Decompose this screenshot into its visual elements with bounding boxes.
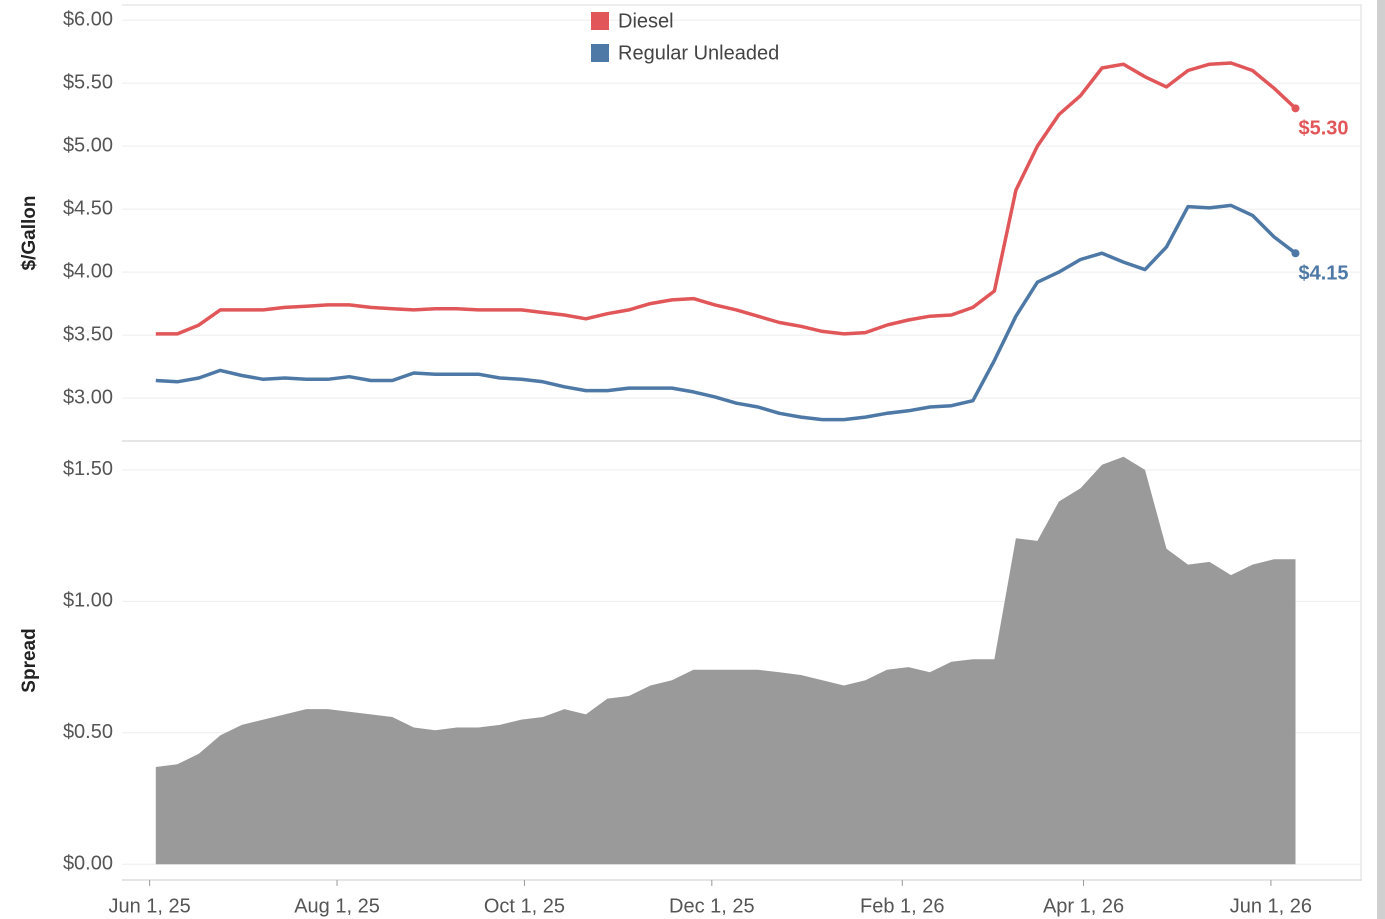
end-point [1291,104,1300,113]
x-tick-label: Apr 1, 26 [1043,895,1124,917]
x-tick-label: Aug 1, 25 [294,895,380,917]
line-series [155,61,1297,336]
legend-label: Diesel [618,10,674,32]
y-axis-title: Spread [19,628,40,692]
legend-swatch [591,44,609,62]
area-series [155,456,1296,865]
x-tick-label: Oct 1, 25 [484,895,565,917]
end-label: $5.30 [1298,118,1348,140]
y-tick-label: $4.00 [63,260,113,282]
legend-label: Regular Unleaded [618,42,779,64]
x-tick-label: Jun 1, 26 [1230,895,1312,917]
x-tick-label: Dec 1, 25 [669,895,755,917]
end-point [1291,249,1300,258]
y-tick-label: $1.00 [63,590,113,612]
y-tick-label: $5.50 [63,71,113,93]
y-axis-title: $/Gallon [19,196,40,271]
line-series [155,203,1297,422]
y-tick-label: $3.00 [63,386,113,408]
y-tick-label: $5.00 [63,134,113,156]
y-tick-label: $4.50 [63,197,113,219]
x-tick-label: Feb 1, 26 [860,895,945,917]
y-tick-label: $0.00 [63,853,113,875]
end-label: $4.15 [1298,263,1348,285]
y-tick-label: $1.50 [63,458,113,480]
y-tick-label: $6.00 [63,8,113,30]
scrollbar [1377,0,1385,919]
x-tick-label: Jun 1, 25 [108,895,190,917]
legend-swatch [591,12,609,30]
y-tick-label: $0.50 [63,721,113,743]
y-tick-label: $3.50 [63,323,113,345]
